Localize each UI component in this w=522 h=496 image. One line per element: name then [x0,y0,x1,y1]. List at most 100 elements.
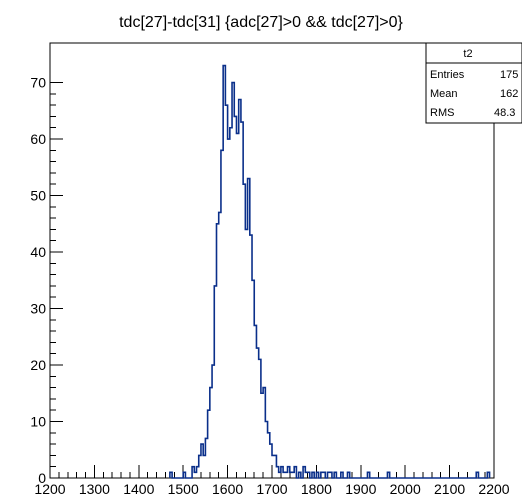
stats-entries-label: Entries [430,69,465,81]
chart-title: tdc[27]-tdc[31] {adc[27]>0 && tdc[27]>0} [119,14,403,31]
histogram-bin [170,472,172,478]
histogram-bin [259,359,261,478]
x-tick-label: 2100 [434,481,465,496]
histogram-bin [248,179,250,478]
histogram-bin [285,472,287,478]
histogram-series [169,64,491,479]
histogram-bin [234,116,236,478]
histogram-bin [476,472,478,478]
histogram-bin [334,472,336,478]
histogram-bin [272,455,274,478]
histogram-bin [250,235,252,478]
histogram-bin [281,467,283,478]
stats-mean-label: Mean [430,88,458,100]
histogram-bin [217,224,219,478]
histogram-bin [341,472,343,478]
stats-box: t2 Entries 175 Mean 162 RMS 48.3 [425,42,522,124]
y-tick-label: 40 [30,244,46,260]
histogram-bin [252,280,254,478]
histogram-bin [192,467,194,478]
histogram-bin [194,472,196,478]
histogram-bin [283,472,285,478]
x-tick-label: 2000 [390,481,421,496]
histogram-bin [219,212,221,478]
histogram-bin [323,472,325,478]
histogram-bin [205,438,207,478]
histogram-outline [169,64,491,479]
histogram-bin [212,365,214,478]
histogram-bin [303,467,305,478]
histogram-bin [210,388,212,478]
histogram-bin [223,66,225,478]
histogram-bin [288,467,290,478]
histogram-bin [183,472,185,478]
histogram-bin [197,467,199,478]
histogram-bin [245,229,247,478]
histogram-bin [241,122,243,478]
histogram-bin [261,393,263,478]
histogram-bin [225,105,227,478]
histogram-bin [308,472,310,478]
x-tick-label: 1600 [212,481,243,496]
histogram-bin [279,472,281,478]
histogram-bin [236,133,238,478]
histogram-bin [221,150,223,478]
stats-entries-value: 175 [500,69,518,81]
histogram-bin [305,472,307,478]
y-tick-label: 10 [30,414,46,430]
histogram-bin [203,455,205,478]
x-axis: 1200 1300 1400 1500 1600 1700 1800 1900 2000 2100… [34,465,510,496]
histogram-bin [292,472,294,478]
histogram-bin [328,472,330,478]
histogram-bin [199,455,201,478]
histogram-bin [214,286,216,478]
histogram-bin [265,422,267,478]
histogram-bin [270,444,272,478]
stats-title: t2 [463,48,472,60]
stats-mean-value: 162 [500,88,518,100]
x-tick-label: 1500 [168,481,199,496]
histogram-bin [347,472,349,478]
histogram-bin [330,472,332,478]
histogram-bin [232,83,234,478]
histogram-bin [263,388,265,478]
y-tick-label: 20 [30,357,46,373]
histogram-bin [208,410,210,478]
x-tick-label: 1200 [34,481,65,496]
x-tick-label: 1900 [345,481,376,496]
histogram-bin [290,472,292,478]
histogram-bin [268,433,270,478]
histogram-bin [228,139,230,478]
histogram-bin [316,472,318,478]
x-tick-label: 2200 [478,481,509,496]
histogram-bin [387,472,389,478]
y-axis: 0 10 20 30 40 50 60 70 [30,75,63,486]
histogram-bin [230,128,232,478]
y-tick-label: 70 [30,75,46,91]
y-tick-label: 30 [30,301,46,317]
histogram-bin [239,99,241,478]
histogram-bin [201,444,203,478]
histogram-bin [254,325,256,478]
histogram-bin [274,455,276,478]
histogram-bin [299,472,301,478]
histogram-bin [256,348,258,478]
stats-rms-label: RMS [430,107,454,119]
x-tick-label: 1300 [79,481,110,496]
x-tick-label: 1700 [256,481,287,496]
histogram-bin [312,472,314,478]
histogram-bin [367,472,369,478]
x-tick-label: 1400 [123,481,154,496]
histogram-bin [487,472,489,478]
histogram-bin [243,184,245,478]
histogram-bin [276,467,278,478]
x-tick-label: 1800 [301,481,332,496]
y-tick-label: 0 [38,470,46,486]
stats-rms-value: 48.3 [494,107,515,119]
histogram-bin [294,467,296,478]
y-tick-label: 60 [30,131,46,147]
histogram-bin [321,472,323,478]
y-tick-label: 50 [30,188,46,204]
